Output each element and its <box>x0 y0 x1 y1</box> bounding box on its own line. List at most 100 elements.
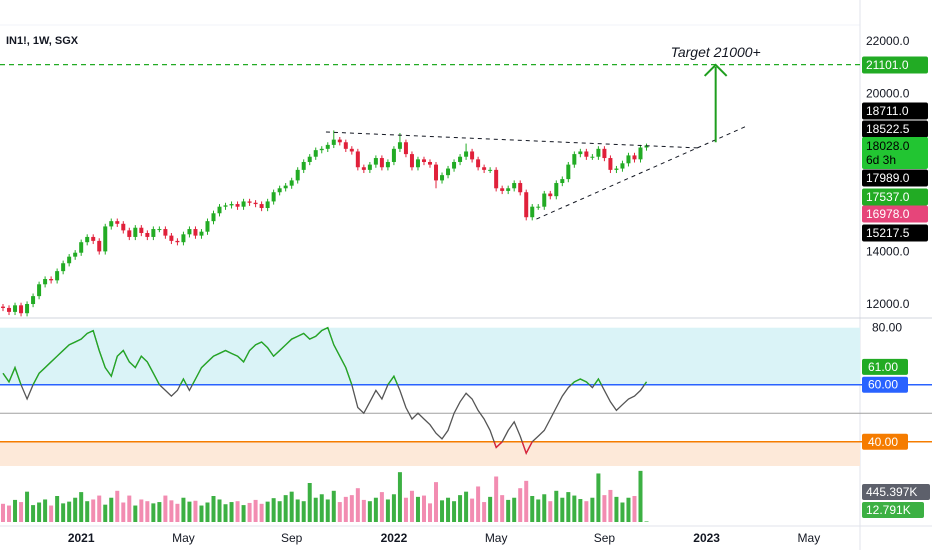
volume-bar <box>247 502 252 522</box>
y-tick-label: 14000.0 <box>866 244 910 258</box>
candle-body <box>157 229 162 231</box>
volume-bar <box>103 504 108 522</box>
volume-bar <box>133 505 138 522</box>
volume-bar <box>169 500 174 522</box>
volume-bar <box>434 482 439 522</box>
volume-bar <box>512 497 517 522</box>
volume-bar <box>49 505 54 522</box>
volume-bar <box>91 499 96 522</box>
candle-body <box>355 151 360 168</box>
volume-bar <box>1 503 6 522</box>
candle-body <box>31 296 36 305</box>
rsi-line-overbought <box>2 326 648 385</box>
volume-bar <box>289 491 294 522</box>
volume-bar <box>121 502 126 522</box>
candle-body <box>476 159 481 168</box>
volume-bar <box>464 491 469 522</box>
candle-body <box>271 192 276 202</box>
volume-bar <box>566 492 571 522</box>
trendline <box>325 131 701 149</box>
volume-bar <box>7 505 12 522</box>
price-badge-label: 18522.5 <box>866 122 910 136</box>
trendline <box>536 125 748 220</box>
candle-body <box>67 256 72 264</box>
candle-body <box>331 139 336 145</box>
candle-body <box>458 156 463 162</box>
candle-body <box>608 158 613 170</box>
volume-bar <box>187 501 192 522</box>
y-tick-label: 20000.0 <box>866 87 910 101</box>
volume-bar <box>530 496 535 522</box>
volume-bar <box>181 497 186 522</box>
candle-body <box>626 155 631 164</box>
candle-body <box>127 230 132 237</box>
candle-body <box>151 229 156 237</box>
candle-body <box>229 204 234 206</box>
candle-body <box>500 188 505 191</box>
price-badge-label: 18028.0 <box>866 139 910 153</box>
volume-bar <box>79 492 84 522</box>
candle-body <box>542 193 547 207</box>
volume-bar <box>295 499 300 522</box>
annotation: Target 21000+ <box>671 44 761 60</box>
volume-bar <box>211 496 216 522</box>
candle-body <box>614 168 619 170</box>
volume-bar <box>506 499 511 522</box>
candle-body <box>109 221 114 227</box>
volume-bar <box>175 503 180 522</box>
volume-bar <box>199 505 204 522</box>
candle-body <box>578 151 583 155</box>
volume-bar <box>421 495 426 522</box>
volume-bar <box>458 495 463 522</box>
symbol-title: IN1!, 1W, SGX <box>6 35 79 47</box>
volume-bar <box>391 494 396 522</box>
candle-body <box>343 142 348 149</box>
candle-body <box>602 148 607 159</box>
volume-ma-label: 445.397K <box>866 485 917 499</box>
candle-body <box>548 193 553 197</box>
countdown: 6d 3h <box>866 153 896 167</box>
candle-body <box>482 167 487 170</box>
volume-bar <box>578 499 583 522</box>
volume-bar <box>500 495 505 522</box>
volume-bar <box>235 501 240 522</box>
candle-body <box>301 161 306 170</box>
price-badge <box>862 120 928 138</box>
candle-body <box>506 188 511 191</box>
x-tick-label: Sep <box>594 531 616 545</box>
price-badge-label: 15217.5 <box>866 226 910 240</box>
volume-bar <box>127 495 132 522</box>
candle-body <box>584 151 589 157</box>
candle-body <box>139 227 144 233</box>
candle-body <box>217 206 222 214</box>
level-badge-label: 60.00 <box>868 378 898 392</box>
volume-bar <box>97 495 102 522</box>
candle-body <box>620 163 625 169</box>
candle-body <box>421 159 426 162</box>
candle-body <box>415 159 420 168</box>
candle-body <box>409 154 414 168</box>
candle-body <box>590 156 595 158</box>
candle-body <box>373 158 378 165</box>
x-tick-label: 2022 <box>381 531 408 545</box>
volume-bar <box>37 502 42 522</box>
volume-bar <box>229 502 234 522</box>
y-tick-label: 22000.0 <box>866 34 910 48</box>
volume-bar <box>109 497 114 522</box>
candle-body <box>13 305 18 312</box>
volume-bar <box>446 497 451 522</box>
volume-bar <box>55 496 60 522</box>
volume-bar <box>614 496 619 522</box>
rsi-band <box>0 441 860 466</box>
candle-body <box>283 185 288 189</box>
candle-body <box>566 164 571 180</box>
candle-body <box>367 164 372 170</box>
candle-body <box>524 192 529 218</box>
volume-bar <box>193 500 198 522</box>
arrow-head <box>703 63 728 77</box>
volume-bar <box>476 486 481 522</box>
candle-body <box>397 142 402 149</box>
volume-bar <box>145 501 150 522</box>
candle-body <box>175 240 180 243</box>
